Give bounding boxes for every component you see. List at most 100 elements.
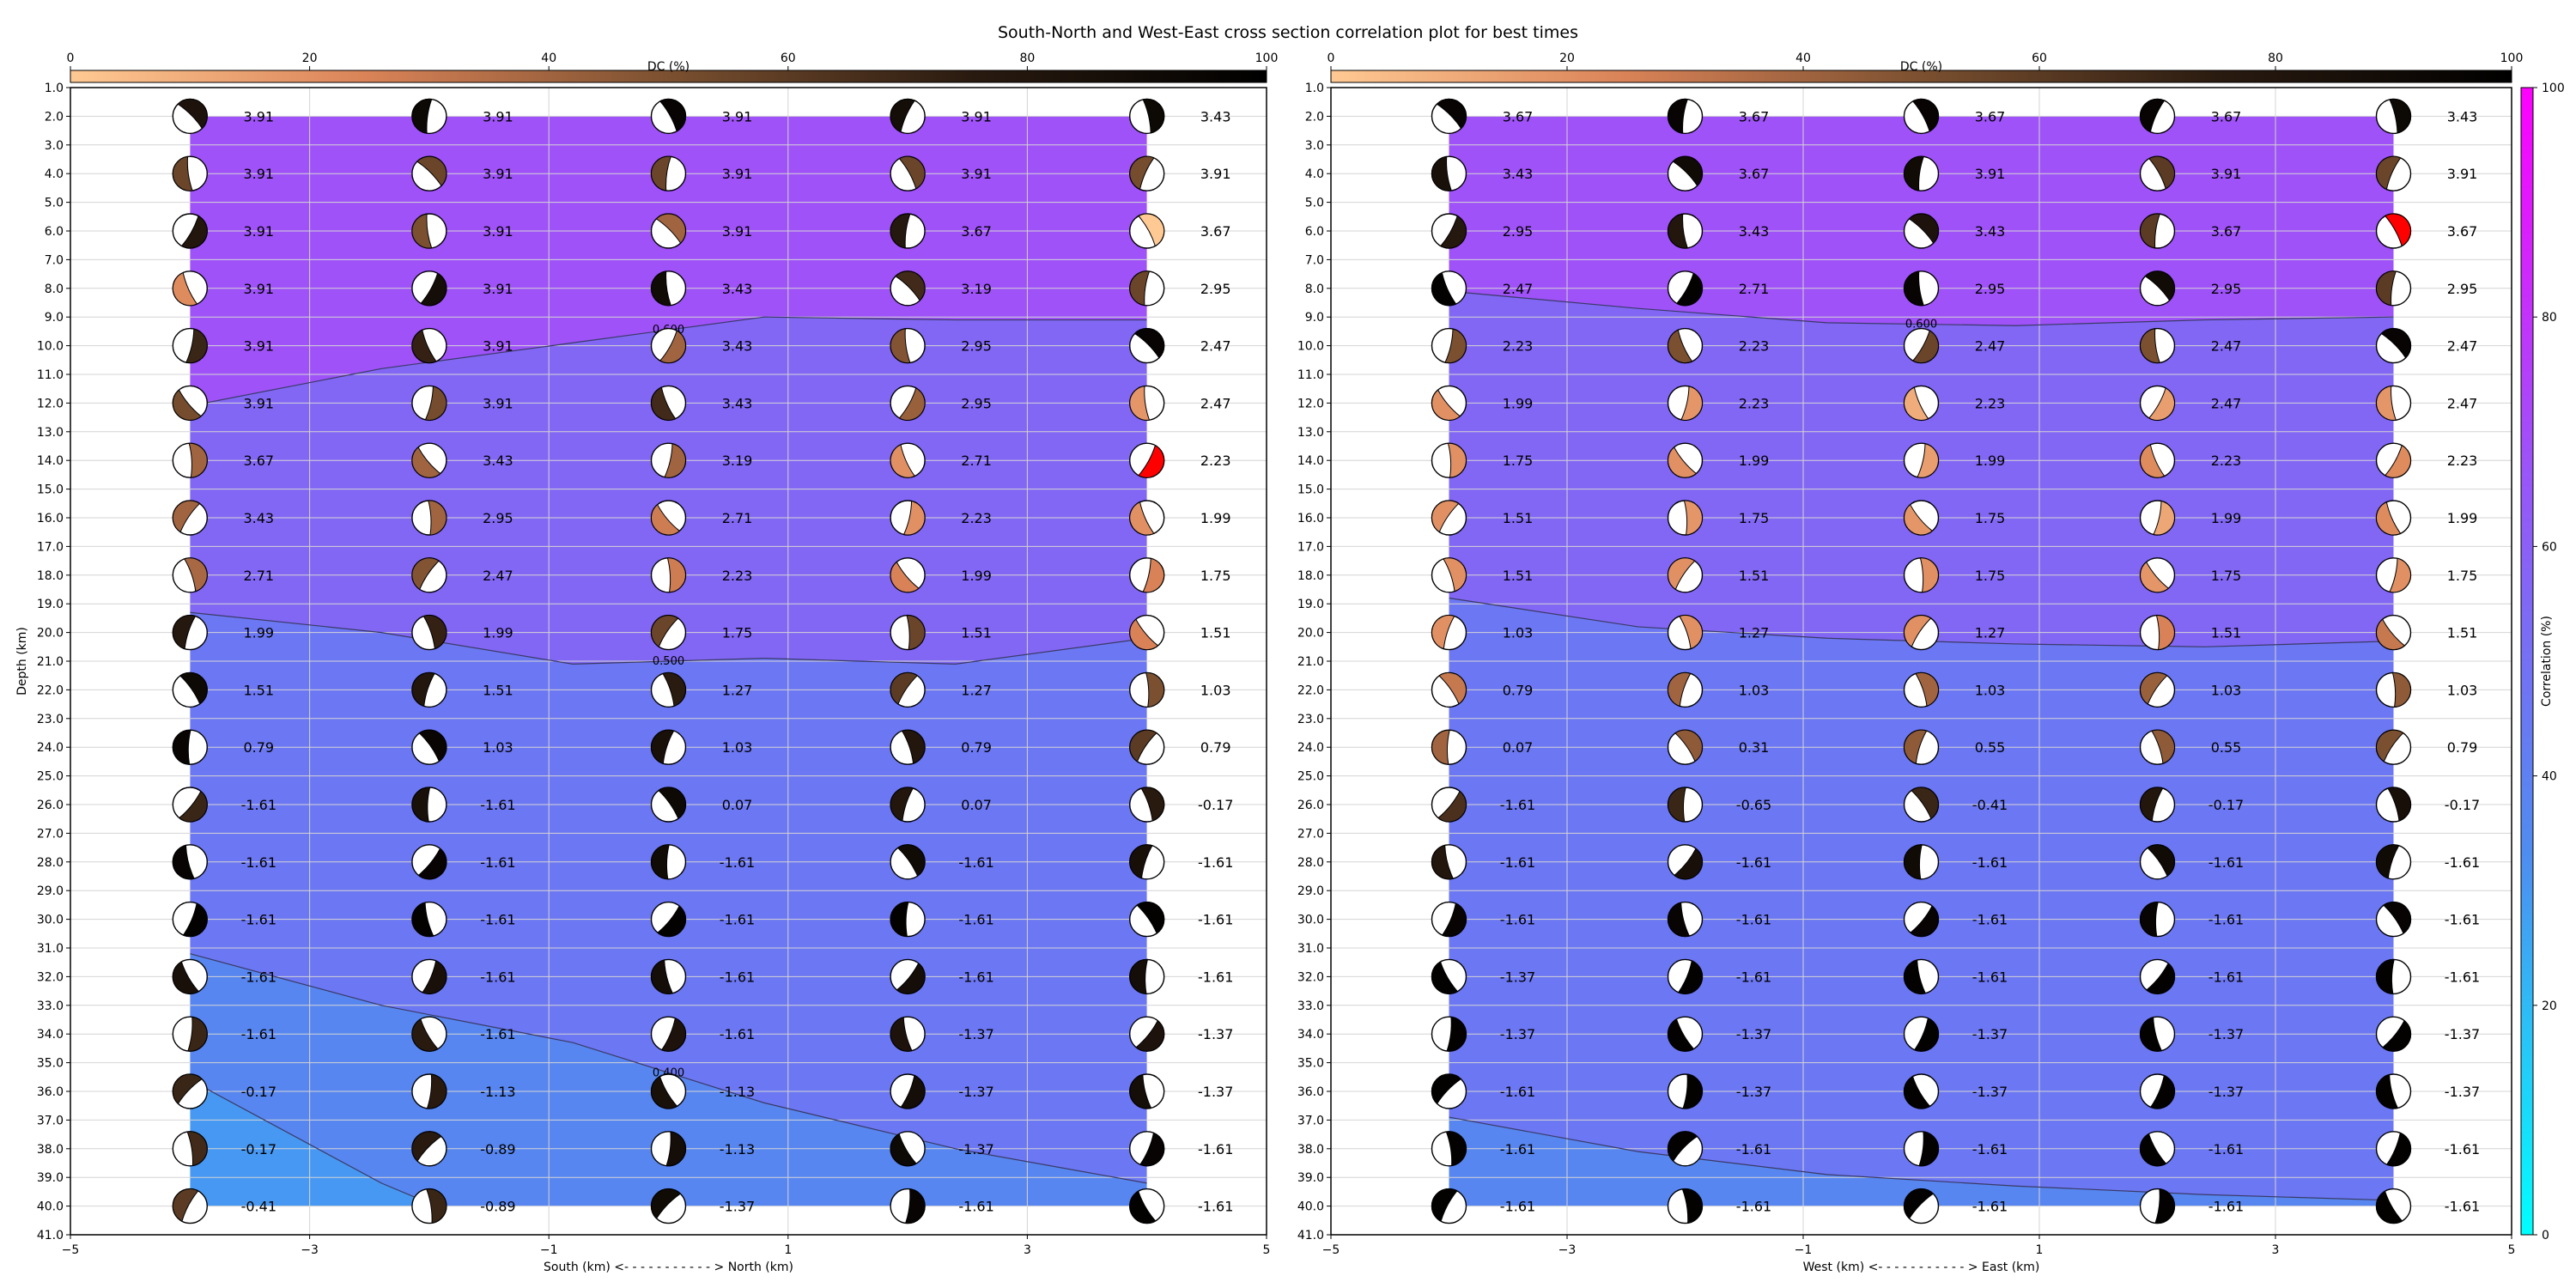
correlation-value-label: 1.99	[2211, 510, 2242, 526]
focal-mechanism	[890, 844, 926, 880]
focal-mechanism-lobe	[651, 1188, 682, 1219]
focal-mechanism-lobe	[1431, 729, 1450, 765]
correlation-value-label: 0.55	[2211, 739, 2242, 756]
focal-mechanism	[650, 1131, 687, 1167]
focal-mechanism	[411, 901, 447, 938]
focal-mechanism	[2375, 213, 2412, 249]
correlation-value-label: -1.37	[958, 1141, 993, 1157]
focal-mechanism	[1667, 958, 1704, 995]
correlation-value-label: 3.43	[722, 395, 753, 411]
focal-mechanism	[411, 671, 447, 708]
focal-mechanism-lobe	[890, 561, 920, 593]
focal-mechanism-lobe	[1431, 615, 1455, 650]
y-tick-label: 28.0	[37, 856, 64, 870]
focal-mechanism-lobe	[178, 790, 208, 823]
correlation-value-label: 0.07	[722, 797, 753, 813]
correlation-value-label: -1.61	[1500, 1199, 1535, 1215]
focal-mechanism	[172, 1016, 209, 1052]
x-tick-label: 5	[1263, 1243, 1271, 1257]
x-tick-label: −1	[540, 1243, 558, 1257]
focal-mechanism-lobe	[1142, 98, 1165, 134]
focal-mechanism	[1667, 155, 1704, 191]
focal-mechanism-lobe	[651, 729, 675, 764]
correlation-value-label: -1.61	[2445, 1141, 2480, 1157]
focal-mechanism	[650, 442, 687, 478]
focal-mechanism	[2375, 1016, 2412, 1052]
focal-mechanism	[2139, 327, 2176, 364]
y-tick-label: 10.0	[1297, 340, 1324, 354]
focal-mechanism-lobe	[1668, 213, 1688, 249]
x-tick-label: −3	[1558, 1243, 1577, 1257]
focal-mechanism	[2375, 1131, 2412, 1167]
correlation-value-label: -1.61	[1972, 854, 2008, 871]
focal-mechanism-lobe	[1446, 1016, 1467, 1052]
x-axis: −5 −3 −1 1 3 5	[62, 1235, 1271, 1257]
correlation-value-label: 1.51	[1503, 568, 1534, 584]
correlation-value-label: -0.17	[2208, 797, 2244, 813]
y-tick-label: 13.0	[1297, 426, 1324, 440]
focal-mechanism	[2375, 671, 2412, 708]
focal-mechanism	[650, 787, 687, 823]
correlation-value-label: 3.91	[2211, 166, 2242, 182]
focal-mechanism-lobe	[424, 386, 447, 421]
focal-mechanism-lobe	[1912, 98, 1939, 132]
x-axis: −5 −3 −1 1 3 5	[1322, 1235, 2515, 1257]
correlation-value-label: -1.61	[2208, 1141, 2244, 1157]
correlation-value-label: 3.43	[243, 510, 274, 526]
focal-mechanism-lobe	[655, 213, 686, 244]
x-tick-label: 1	[784, 1243, 792, 1257]
focal-mechanism-lobe	[2153, 500, 2175, 536]
focal-mechanism	[172, 1131, 209, 1167]
focal-mechanism	[1128, 1188, 1165, 1224]
focal-mechanism	[650, 98, 687, 135]
focal-mechanism-lobe	[1129, 958, 1149, 994]
focal-mechanism-lobe	[411, 1018, 439, 1052]
focal-mechanism-lobe	[890, 672, 919, 705]
correlation-value-label: 0.79	[961, 739, 992, 756]
correlation-value-label: 1.03	[2211, 682, 2242, 698]
dc-colorbar-gradient	[1330, 70, 2512, 83]
focal-mechanism	[1903, 500, 1940, 536]
focal-mechanism-lobe	[1912, 330, 1939, 364]
focal-mechanism-lobe	[1672, 155, 1703, 187]
focal-mechanism-lobe	[900, 1074, 926, 1109]
y-tick-label: 24.0	[1297, 741, 1324, 755]
focal-mechanism-lobe	[896, 844, 926, 877]
correlation-value-label: 1.03	[1739, 682, 1770, 698]
correlation-value-label: 2.95	[2447, 281, 2478, 297]
correlation-colorbar-tick-label: 100	[2542, 82, 2565, 95]
correlation-value-label: -0.89	[480, 1141, 515, 1157]
focal-mechanism-lobe	[1443, 557, 1467, 592]
focal-mechanism	[411, 155, 447, 191]
focal-mechanism-lobe	[1904, 1075, 1931, 1109]
focal-mechanism-lobe	[2391, 671, 2411, 708]
focal-mechanism	[1128, 958, 1165, 995]
focal-mechanism	[2375, 500, 2412, 536]
focal-mechanism-lobe	[418, 729, 447, 762]
focal-mechanism-lobe	[2376, 958, 2395, 994]
x-tick-label: 1	[2036, 1243, 2044, 1257]
focal-mechanism	[2139, 729, 2176, 765]
y-tick-label: 3.0	[45, 139, 64, 153]
y-tick-label: 30.0	[1297, 914, 1324, 927]
focal-mechanism	[1903, 614, 1940, 651]
correlation-value-label: -1.37	[1500, 969, 1535, 985]
correlation-value-label: 2.71	[1739, 281, 1770, 297]
focal-mechanism-lobe	[2389, 98, 2411, 134]
y-tick-label: 35.0	[1297, 1057, 1324, 1071]
focal-mechanism-lobe	[2376, 729, 2404, 762]
correlation-value-label: 1.03	[1503, 625, 1534, 641]
focal-mechanism	[1903, 442, 1940, 478]
focal-mechanism	[1431, 671, 1467, 708]
y-tick-label: 19.0	[37, 598, 64, 611]
correlation-value-label: 1.75	[722, 625, 753, 641]
focal-mechanism-lobe	[901, 729, 926, 764]
y-tick-label: 33.0	[37, 999, 64, 1013]
y-tick-label: 17.0	[1297, 540, 1324, 554]
focal-mechanism	[172, 729, 209, 765]
focal-mechanism	[1903, 901, 1940, 938]
y-tick-label: 2.0	[1305, 110, 1324, 124]
focal-mechanism	[1667, 213, 1704, 249]
correlation-value-label: 3.67	[1200, 223, 1231, 240]
y-tick-label: 8.0	[1305, 283, 1324, 296]
